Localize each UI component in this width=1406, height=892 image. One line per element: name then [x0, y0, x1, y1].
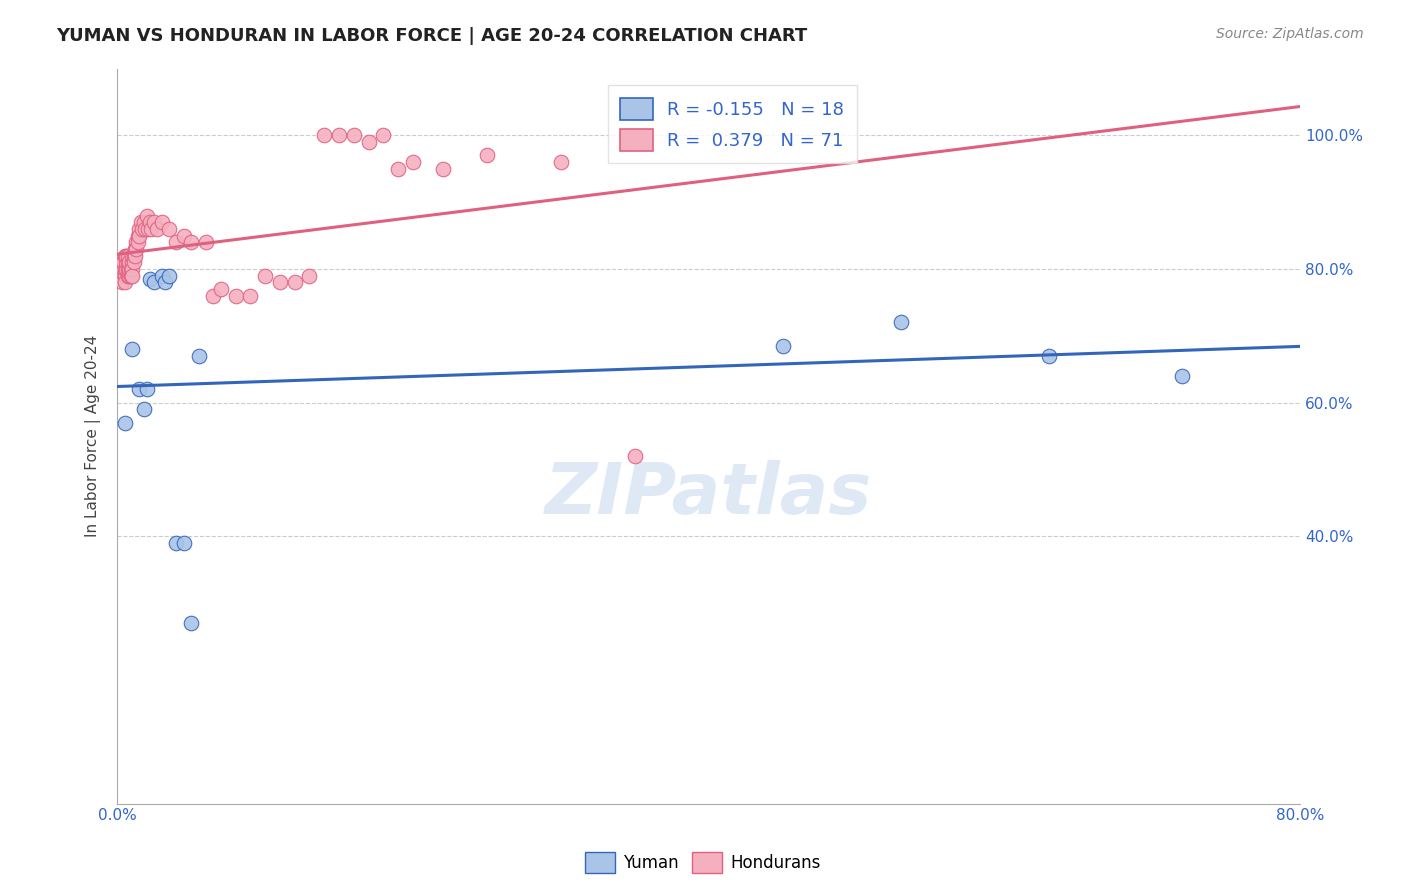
- Point: [180, 616, 202, 631]
- Point: [121, 249, 143, 263]
- Point: [157, 222, 180, 236]
- Point: [118, 255, 141, 269]
- Point: [121, 255, 143, 269]
- Point: [187, 349, 209, 363]
- Point: [114, 276, 136, 290]
- Point: [118, 262, 141, 277]
- Point: [136, 222, 159, 236]
- Point: [343, 128, 366, 143]
- Point: [117, 268, 139, 283]
- Point: [117, 255, 139, 269]
- Point: [387, 161, 409, 176]
- Text: YUMAN VS HONDURAN IN LABOR FORCE | AGE 20-24 CORRELATION CHART: YUMAN VS HONDURAN IN LABOR FORCE | AGE 2…: [56, 27, 807, 45]
- Point: [127, 235, 149, 250]
- Point: [328, 128, 350, 143]
- Point: [550, 155, 572, 169]
- Point: [432, 161, 454, 176]
- Point: [314, 128, 336, 143]
- Point: [135, 382, 157, 396]
- Point: [135, 209, 157, 223]
- Point: [157, 268, 180, 283]
- Point: [125, 242, 148, 256]
- Point: [128, 382, 150, 396]
- Point: [118, 265, 141, 279]
- Point: [117, 249, 139, 263]
- Point: [111, 276, 134, 290]
- Point: [128, 228, 150, 243]
- Point: [143, 215, 166, 229]
- Point: [165, 536, 187, 550]
- Point: [114, 249, 136, 263]
- Point: [173, 536, 195, 550]
- Point: [121, 342, 143, 356]
- Point: [124, 249, 146, 263]
- Point: [112, 255, 135, 269]
- Point: [121, 268, 143, 283]
- Point: [150, 215, 173, 229]
- Point: [357, 135, 380, 149]
- Point: [269, 276, 291, 290]
- Point: [120, 262, 142, 277]
- Point: [120, 268, 142, 283]
- Point: [110, 268, 132, 283]
- Point: [373, 128, 395, 143]
- Point: [1038, 349, 1060, 363]
- Point: [209, 282, 232, 296]
- Text: ZIPatlas: ZIPatlas: [546, 460, 872, 529]
- Point: [298, 268, 321, 283]
- Point: [111, 265, 134, 279]
- Point: [475, 148, 498, 162]
- Point: [114, 262, 136, 277]
- Point: [141, 222, 163, 236]
- Point: [118, 268, 141, 283]
- Point: [143, 276, 166, 290]
- Point: [132, 402, 155, 417]
- Point: [165, 235, 187, 250]
- Point: [139, 215, 162, 229]
- Point: [139, 272, 162, 286]
- Point: [402, 155, 425, 169]
- Point: [122, 249, 145, 263]
- Point: [194, 235, 217, 250]
- Point: [239, 289, 262, 303]
- Text: Source: ZipAtlas.com: Source: ZipAtlas.com: [1216, 27, 1364, 41]
- Point: [1171, 368, 1194, 383]
- Point: [114, 268, 136, 283]
- Point: [225, 289, 247, 303]
- Point: [202, 289, 225, 303]
- Point: [150, 268, 173, 283]
- Legend: R = -0.155   N = 18, R =  0.379   N = 71: R = -0.155 N = 18, R = 0.379 N = 71: [607, 85, 856, 163]
- Point: [122, 255, 145, 269]
- Point: [129, 215, 152, 229]
- Point: [117, 262, 139, 277]
- Point: [132, 215, 155, 229]
- Legend: Yuman, Hondurans: Yuman, Hondurans: [578, 846, 828, 880]
- Point: [127, 228, 149, 243]
- Point: [112, 262, 135, 277]
- Point: [125, 235, 148, 250]
- Point: [146, 222, 169, 236]
- Point: [890, 316, 912, 330]
- Point: [134, 222, 156, 236]
- Point: [115, 262, 138, 277]
- Point: [153, 276, 176, 290]
- Point: [115, 249, 138, 263]
- Point: [284, 276, 307, 290]
- Point: [114, 416, 136, 430]
- Point: [772, 339, 794, 353]
- Point: [128, 222, 150, 236]
- Point: [180, 235, 202, 250]
- Point: [124, 242, 146, 256]
- Point: [254, 268, 277, 283]
- Point: [115, 255, 138, 269]
- Point: [131, 222, 153, 236]
- Point: [173, 228, 195, 243]
- Y-axis label: In Labor Force | Age 20-24: In Labor Force | Age 20-24: [86, 334, 101, 537]
- Point: [623, 449, 645, 463]
- Point: [121, 262, 143, 277]
